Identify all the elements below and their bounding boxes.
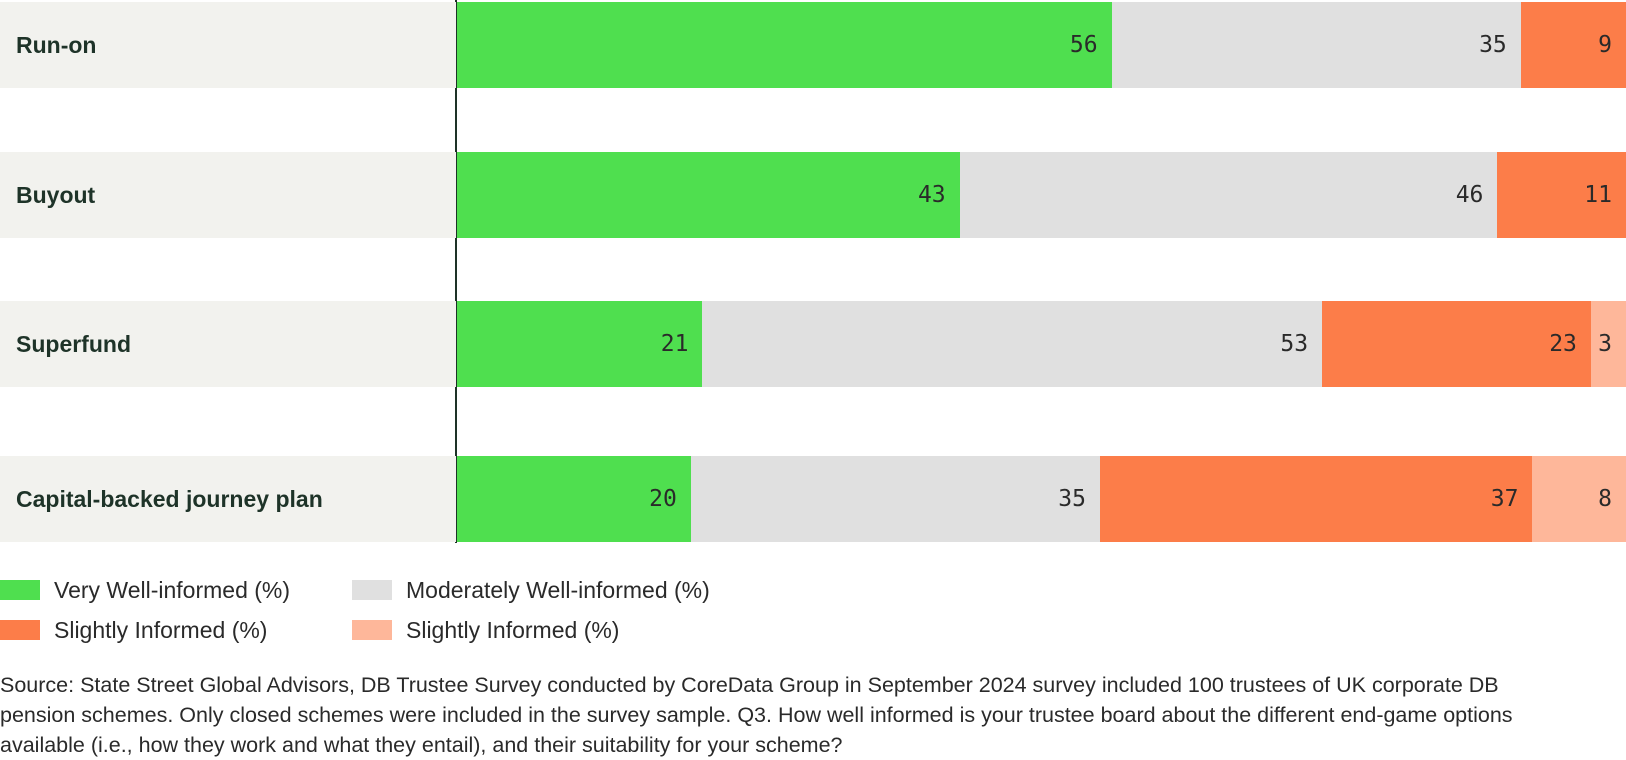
bar-segment xyxy=(702,301,1323,387)
legend-label: Very Well-informed (%) xyxy=(54,576,291,603)
category-label: Run-on xyxy=(0,2,456,88)
bar-segment xyxy=(1497,152,1626,238)
category-axis-line xyxy=(455,0,457,543)
data-label: 3 xyxy=(1598,331,1612,357)
data-label: 35 xyxy=(1058,486,1086,512)
legend-label: Slightly Informed (%) xyxy=(406,616,620,643)
category-label: Buyout xyxy=(0,152,456,238)
data-label: 56 xyxy=(1069,32,1098,58)
legend-item-slightly-informed: Slightly Informed (%) xyxy=(0,615,267,645)
data-label: 20 xyxy=(649,486,677,512)
legend-item-moderately-well-informed: Moderately Well-informed (%) xyxy=(352,575,710,605)
bar-segment xyxy=(690,456,1100,542)
legend-swatch xyxy=(352,620,392,640)
data-label: 35 xyxy=(1479,32,1507,58)
bar-segment xyxy=(1322,301,1591,387)
bar-segment xyxy=(1520,2,1626,88)
legend-label: Moderately Well-informed (%) xyxy=(406,576,710,603)
bar-segment xyxy=(1099,456,1533,542)
legend-item-slightly-informed-light: Slightly Informed (%) xyxy=(352,615,619,645)
bar-segment xyxy=(1532,456,1626,542)
data-label: 11 xyxy=(1584,182,1612,208)
legend-item-very-well-informed: Very Well-informed (%) xyxy=(0,575,290,605)
category-label: Capital-backed journey plan xyxy=(0,456,456,542)
legend-label: Slightly Informed (%) xyxy=(54,616,268,643)
legend-swatch xyxy=(352,580,392,600)
bar-segment xyxy=(457,456,691,542)
source-note: Source: State Street Global Advisors, DB… xyxy=(0,673,1513,757)
bar-segment xyxy=(1111,2,1521,88)
data-label: 37 xyxy=(1490,486,1519,512)
data-label: 53 xyxy=(1280,331,1309,357)
legend-swatch xyxy=(0,620,40,640)
data-label: 8 xyxy=(1598,486,1612,512)
bar-segment xyxy=(457,301,703,387)
bar-segment xyxy=(457,152,960,238)
data-label: 43 xyxy=(917,182,946,208)
bar-segment xyxy=(1590,301,1626,387)
data-label: 21 xyxy=(660,331,689,357)
data-label: 9 xyxy=(1598,32,1612,58)
legend: Very Well-informed (%) Moderately Well-i… xyxy=(0,575,1000,665)
bar-segment xyxy=(959,152,1498,238)
bar-segment xyxy=(457,2,1112,88)
category-label: Superfund xyxy=(0,301,456,387)
data-label: 23 xyxy=(1549,331,1577,357)
stacked-bar-chart: Run-on 56 35 9 Buyout 43 46 11 Superfund 21 53 23 3 C… xyxy=(0,0,1626,543)
legend-swatch xyxy=(0,580,40,600)
data-label: 46 xyxy=(1455,182,1484,208)
